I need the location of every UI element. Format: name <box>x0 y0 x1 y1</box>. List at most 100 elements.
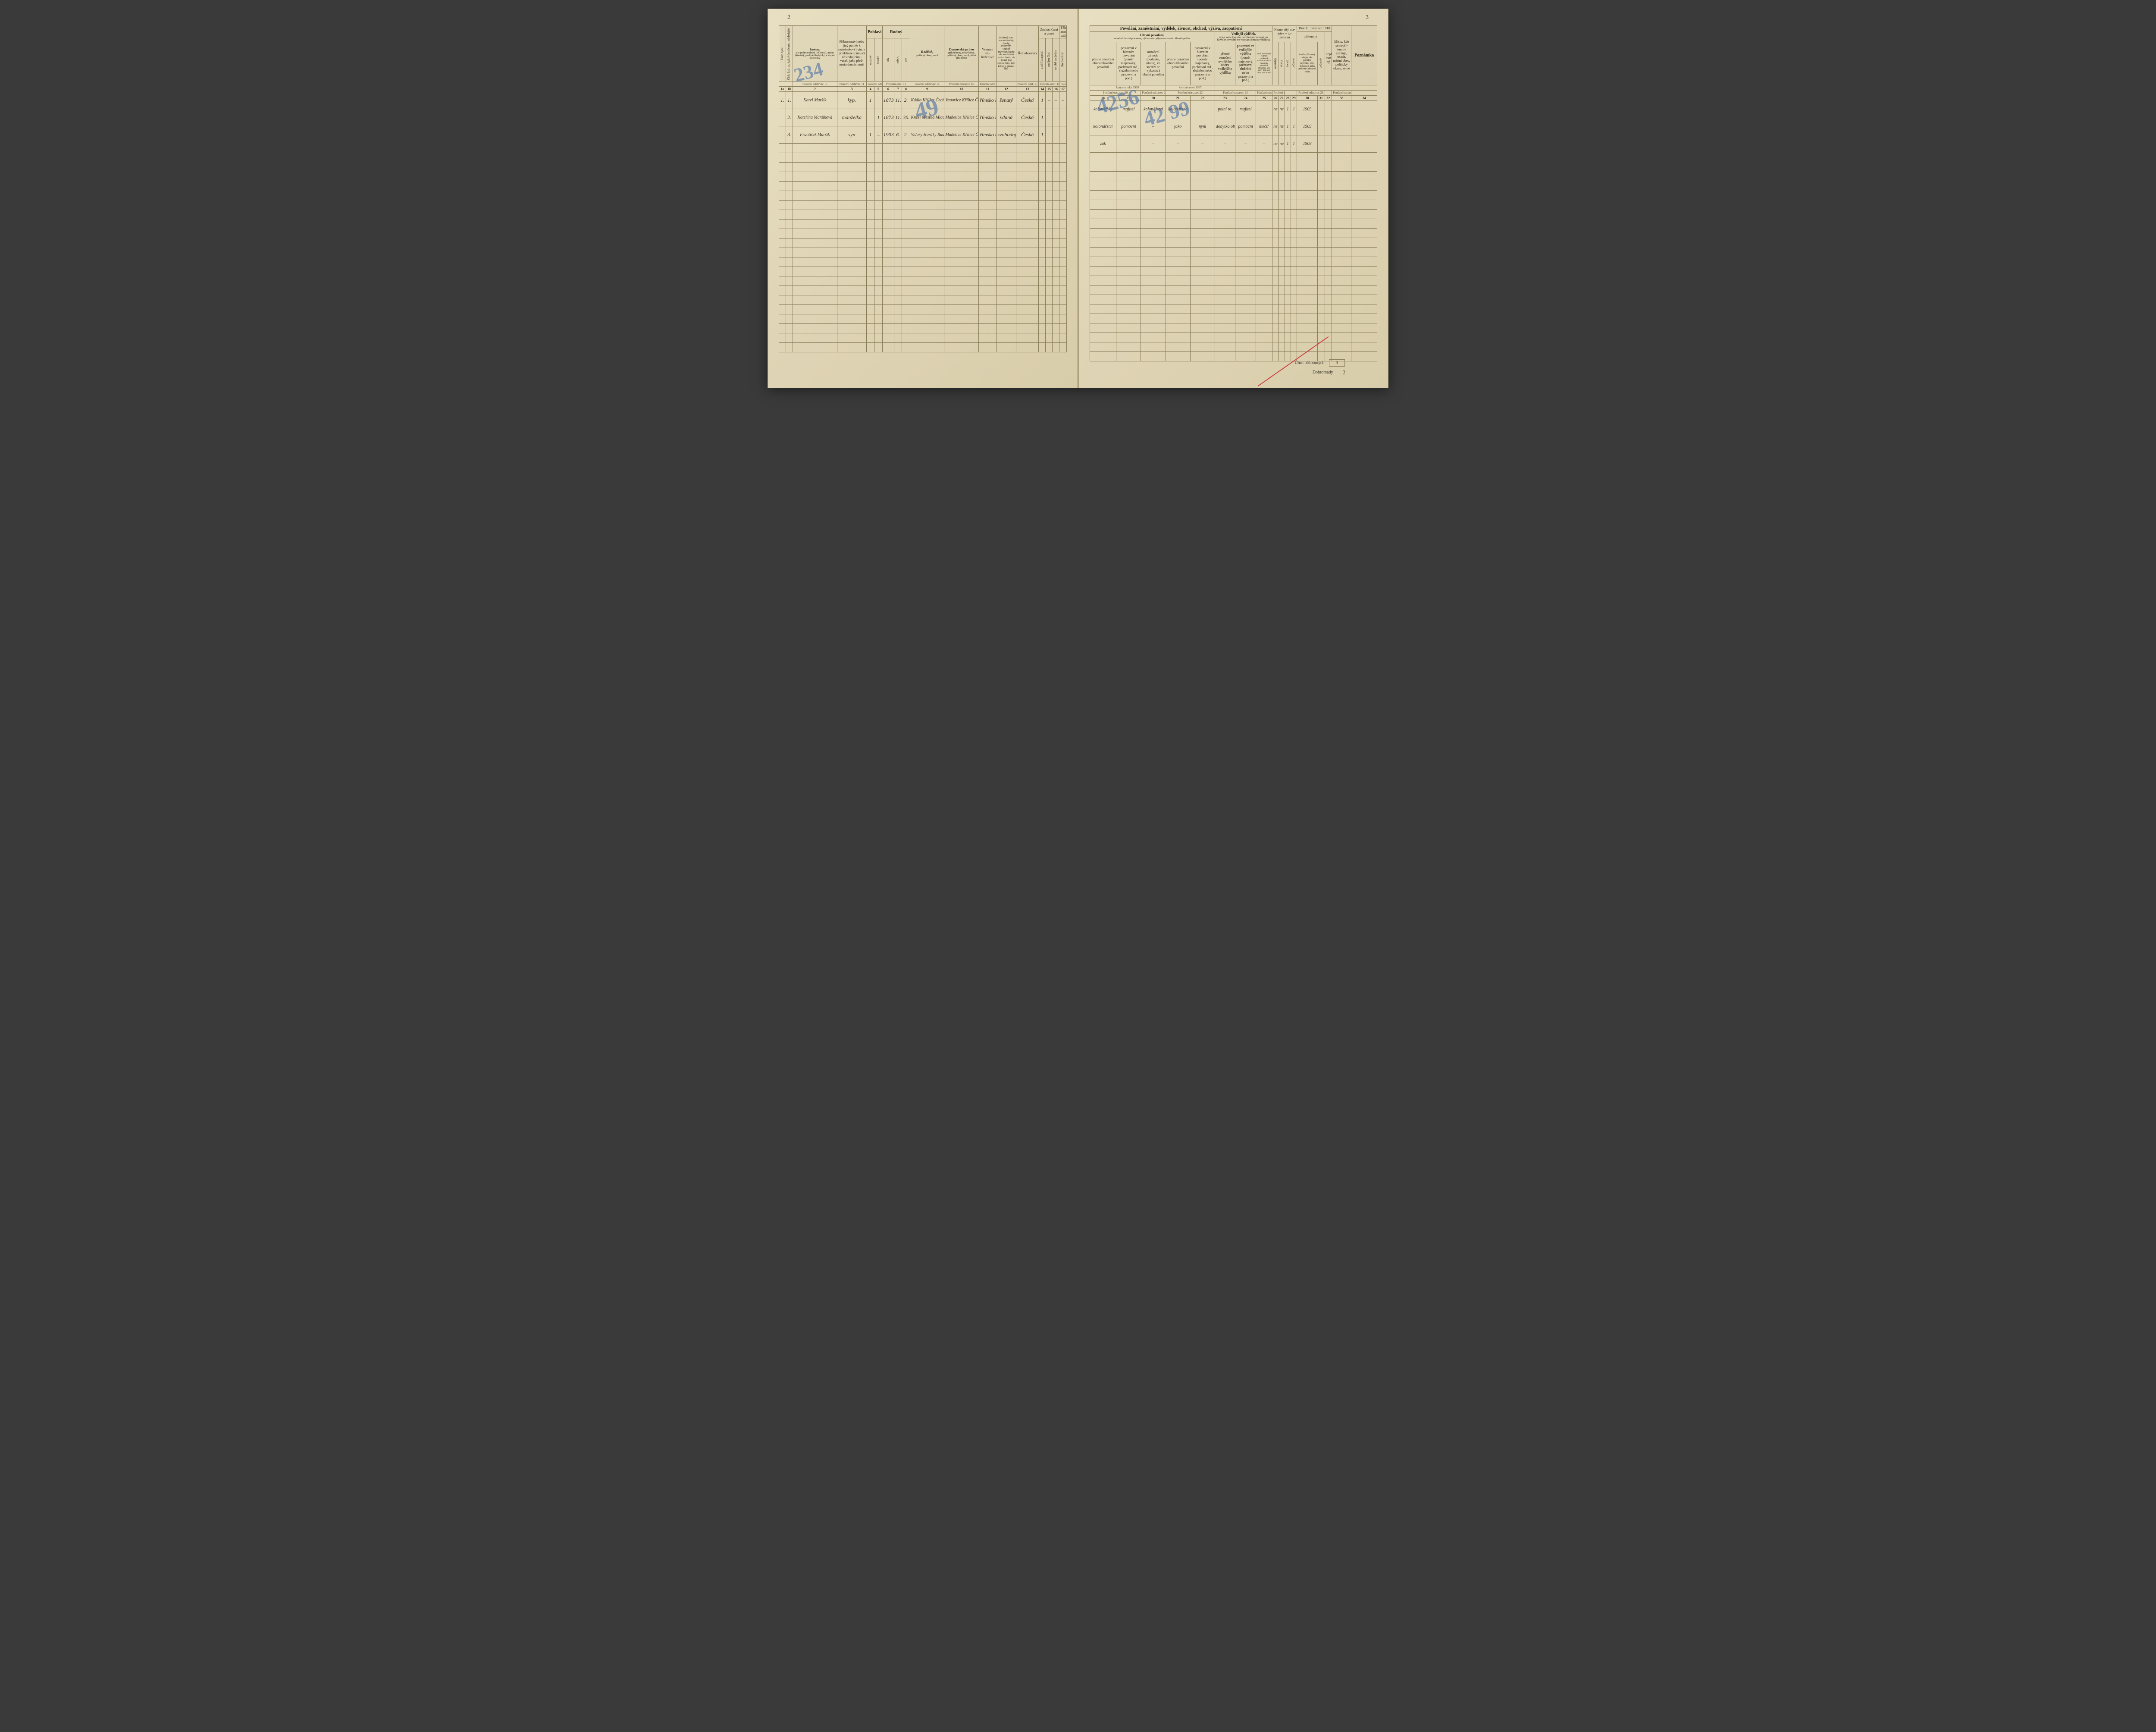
cell-empty <box>1046 267 1053 276</box>
cell-empty <box>779 210 786 220</box>
cell-empty <box>1317 238 1325 247</box>
cell-empty <box>1090 314 1116 323</box>
cell-empty <box>1285 209 1291 219</box>
cell-empty <box>779 144 786 153</box>
footer: Úhrn přítomných 3 Dohromady 3 <box>1294 356 1345 375</box>
cell-empty <box>1256 228 1272 238</box>
cell: Karel Maršík <box>793 92 837 109</box>
colnum: 25 <box>1256 95 1272 100</box>
cell-empty <box>1116 314 1141 323</box>
cell <box>1116 135 1141 152</box>
cell-empty <box>902 201 910 210</box>
cell-empty <box>874 286 882 295</box>
col-head: zemědíly <box>1272 42 1279 85</box>
cell-empty <box>944 163 979 172</box>
cell-empty <box>1141 266 1166 276</box>
cell-empty <box>1272 219 1279 228</box>
cell-empty <box>874 144 882 153</box>
cell-empty <box>1235 238 1256 247</box>
cell-empty <box>1090 171 1116 181</box>
cell-empty <box>1141 304 1166 314</box>
col-head: postavení ve vedlejším výdělku (poměr ma… <box>1235 42 1256 85</box>
cell-empty <box>793 201 837 210</box>
cell-empty <box>1272 314 1279 323</box>
colnum: 34 <box>1351 95 1377 100</box>
cell-empty <box>1053 172 1059 182</box>
cell-empty <box>902 314 910 324</box>
cell-empty <box>1285 152 1291 162</box>
col-head: Rodinný stav, zda svobodný, ženatý, ovdo… <box>997 26 1016 82</box>
instr: Poučení odstavec 26 <box>1297 90 1325 95</box>
page-left: 2 234 49 Číslo bytu Číslo řad. os. každé… <box>768 9 1078 388</box>
cell-empty <box>1297 276 1318 285</box>
cell-empty <box>779 229 786 238</box>
cell <box>1256 100 1272 118</box>
col-head: přesné označení nynějšího oboru vedlejší… <box>1215 42 1235 85</box>
cell-empty <box>1046 286 1053 295</box>
table-row-empty <box>779 172 1067 182</box>
cell-empty <box>793 305 837 314</box>
cell-empty <box>1215 209 1235 219</box>
cell-empty <box>1046 324 1053 333</box>
cell-empty <box>1166 295 1190 304</box>
cell-empty <box>910 267 944 276</box>
cell-empty <box>1235 333 1256 342</box>
cell-empty <box>944 144 979 153</box>
cell-empty <box>1166 181 1190 190</box>
col-head: dočasné <box>1291 42 1297 85</box>
cell-empty <box>1215 333 1235 342</box>
cell-empty <box>1279 247 1285 257</box>
instr: Poučení odstavec 11 <box>837 82 866 87</box>
cell-empty <box>793 286 837 295</box>
cell-empty <box>1039 191 1046 201</box>
cell-empty <box>1325 323 1332 333</box>
cell-empty <box>1141 190 1166 200</box>
cell-empty <box>1190 171 1215 181</box>
cell-empty <box>779 257 786 267</box>
cell-empty <box>779 314 786 324</box>
cell-empty <box>1291 200 1297 209</box>
cell: – <box>867 109 874 126</box>
cell-empty <box>902 210 910 220</box>
col-head: domy <box>1279 42 1285 85</box>
cell: 1903 <box>1297 118 1318 135</box>
cell-empty <box>1215 276 1235 285</box>
cell-empty <box>1090 152 1116 162</box>
cell: 1 <box>1285 100 1291 118</box>
cell-empty <box>837 295 866 305</box>
cell-empty <box>1116 276 1141 285</box>
cell-empty <box>944 286 979 295</box>
cell-empty <box>1090 351 1116 361</box>
cell-empty <box>1190 266 1215 276</box>
cell-empty <box>1190 342 1215 351</box>
table-row-empty <box>1090 209 1377 219</box>
cell-empty <box>1291 238 1297 247</box>
cell-empty <box>902 276 910 286</box>
colnum: 1a <box>779 87 786 92</box>
cell-empty <box>894 163 902 172</box>
cell: – <box>874 126 882 144</box>
col-head: Pohlaví <box>867 26 883 38</box>
cell-empty <box>1116 190 1141 200</box>
cell-empty <box>910 144 944 153</box>
cell-empty <box>1059 295 1066 305</box>
cell-empty <box>1279 181 1285 190</box>
table-row-empty <box>1090 295 1377 304</box>
cell <box>779 109 786 126</box>
cell: kolonářský <box>1090 100 1116 118</box>
cell-empty <box>1351 238 1377 247</box>
cell-empty <box>1090 266 1116 276</box>
cell-empty <box>997 267 1016 276</box>
cell-empty <box>1116 228 1141 238</box>
cell-empty <box>1272 228 1279 238</box>
cell-empty <box>1215 266 1235 276</box>
cell-empty <box>1285 314 1291 323</box>
colnum: 19 <box>1116 95 1141 100</box>
cell-empty <box>1256 285 1272 295</box>
cell-empty <box>1291 342 1297 351</box>
cell-empty <box>1291 257 1297 266</box>
table-row-empty <box>1090 238 1377 247</box>
cell-empty <box>837 201 866 210</box>
cell-empty <box>1016 172 1038 182</box>
cell-empty <box>979 210 997 220</box>
